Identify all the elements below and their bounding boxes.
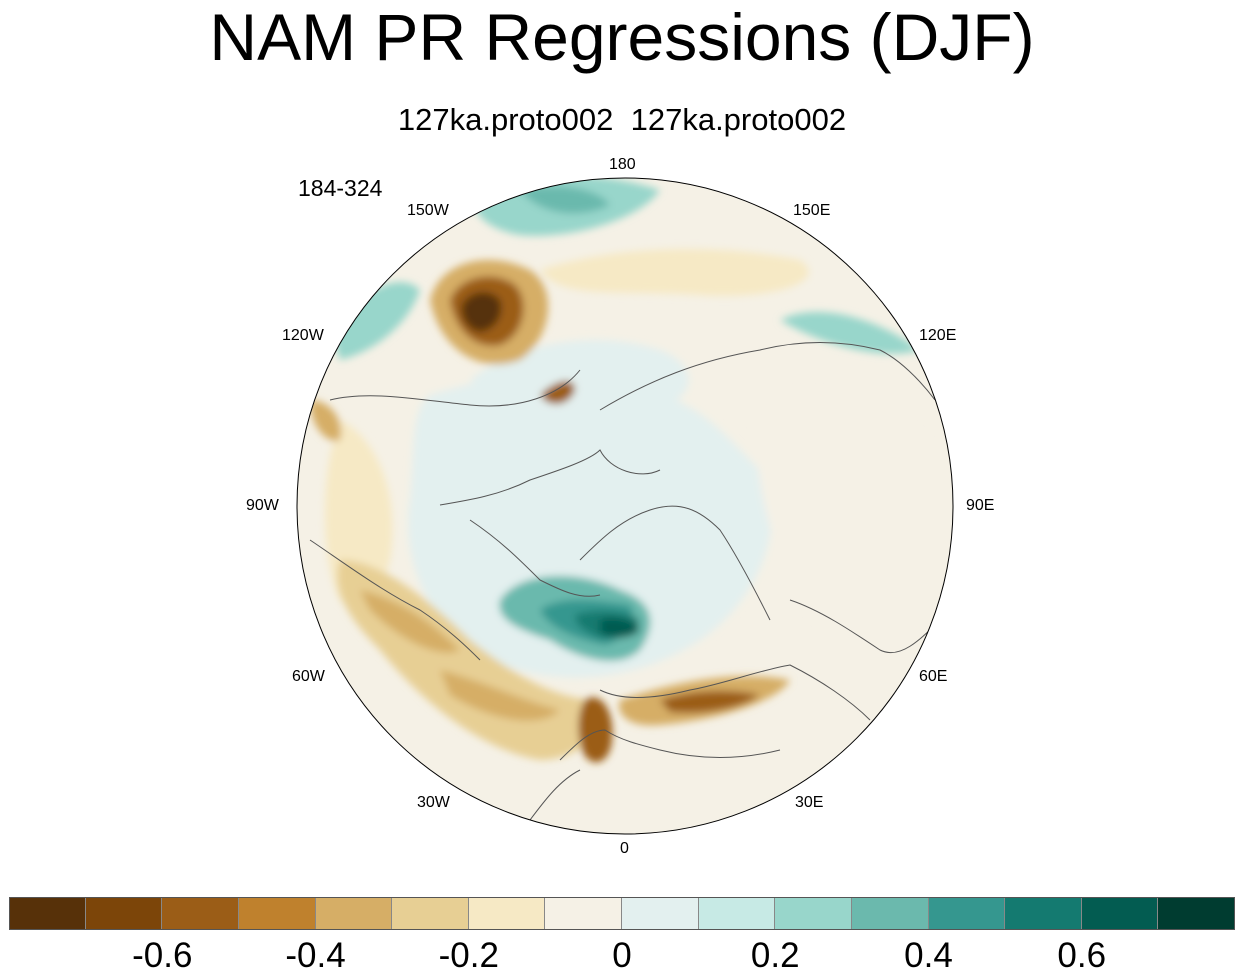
colorbar-box (9, 897, 86, 930)
colorbar-box (392, 897, 469, 930)
colorbar-box (315, 897, 393, 930)
lon-label-180: 180 (609, 156, 636, 173)
colorbar-box (162, 897, 239, 930)
lon-label-60w: 60W (292, 668, 325, 685)
lon-label-150e: 150E (793, 202, 831, 219)
colorbar-box (1081, 897, 1159, 930)
lon-label-90e: 90E (966, 497, 995, 514)
colorbar-box (85, 897, 163, 930)
colorbar-box (238, 897, 316, 930)
colorbar-tick-label: 0.6 (1057, 936, 1107, 975)
colorbar-box (1005, 897, 1082, 930)
lon-label-120w: 120W (282, 327, 324, 344)
colorbar-box (928, 897, 1006, 930)
lon-label-30e: 30E (795, 794, 824, 811)
colorbar-box (622, 897, 699, 930)
colorbar-tick-label: 0.2 (750, 936, 800, 975)
colorbar-box (545, 897, 622, 930)
colorbar-box (851, 897, 929, 930)
colorbar-box (1158, 897, 1235, 930)
chart-subtitle: 127ka.proto002 127ka.proto002 (397, 102, 847, 137)
colorbar-box (698, 897, 776, 930)
lon-label-30w: 30W (417, 794, 450, 811)
lon-label-0: 0 (620, 840, 629, 857)
colorbar-tick-label: -0.6 (132, 936, 193, 975)
period-label: 184-324 (298, 175, 383, 201)
colorbar-tick-label: 0 (612, 936, 632, 975)
chart-title: NAM PR Regressions (DJF) (209, 0, 1035, 74)
lon-label-120e: 120E (919, 327, 957, 344)
colorbar-tick-label: -0.2 (438, 936, 499, 975)
colorbar-tick-label: 0.4 (904, 936, 953, 975)
lon-label-90w: 90W (246, 497, 279, 514)
colorbar-box (468, 897, 546, 930)
lon-label-150w: 150W (407, 202, 449, 219)
colorbar-tick-label: -0.4 (285, 936, 346, 975)
colorbar-box (775, 897, 852, 930)
lon-label-60e: 60E (919, 668, 948, 685)
